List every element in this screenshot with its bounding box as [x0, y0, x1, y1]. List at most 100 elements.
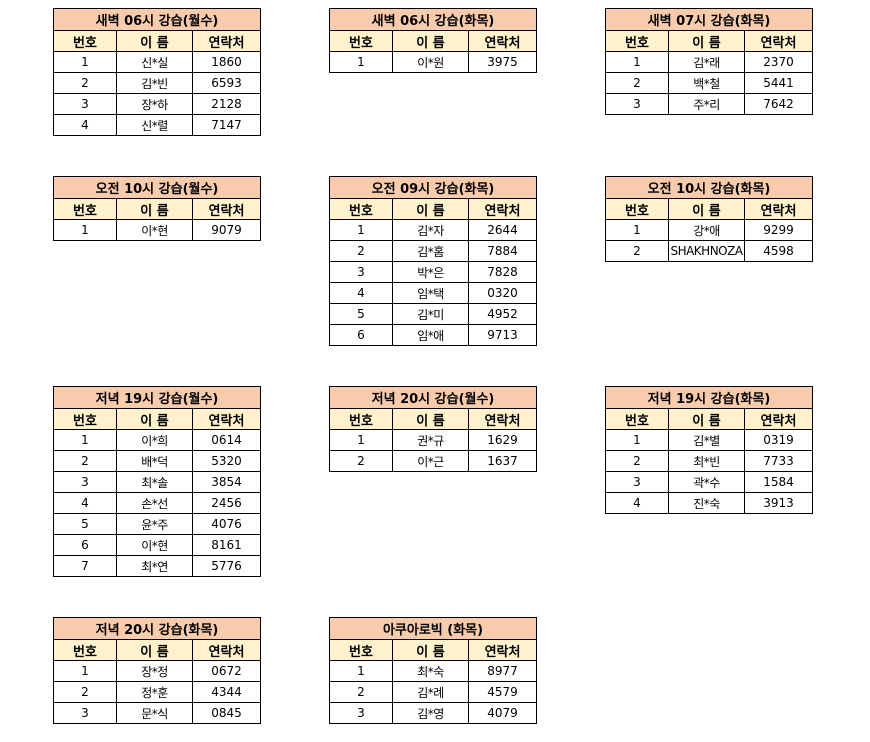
member-name: 이*현 [116, 219, 193, 241]
class-table: 새벽 06시 강습(월수) 번호 이 름 연락처 1 신*실 1860 2 김*빈 6593 3 장*… [53, 8, 261, 136]
member-name: 박*은 [392, 261, 469, 283]
row-number: 5 [329, 303, 393, 325]
column-header: 이 름 [116, 30, 193, 52]
row-number: 4 [53, 114, 117, 136]
row-number: 3 [329, 261, 393, 283]
column-header: 연락처 [744, 30, 813, 52]
contact-number: 5776 [192, 555, 261, 577]
member-name: SHAKHNOZA [668, 240, 745, 262]
row-number: 3 [53, 702, 117, 724]
table-row: 2 배*덕 5320 [53, 450, 261, 472]
member-name: 주*리 [668, 93, 745, 115]
contact-number: 1584 [744, 471, 813, 493]
contact-number: 2128 [192, 93, 261, 115]
contact-number: 3975 [468, 51, 537, 73]
table-row: 1 김*래 2370 [605, 51, 813, 73]
contact-number: 0845 [192, 702, 261, 724]
class-title: 저녁 19시 강습(월수) [53, 386, 261, 409]
column-header: 연락처 [467, 639, 538, 661]
column-header: 이 름 [116, 639, 193, 661]
row-number: 1 [53, 51, 117, 73]
member-name: 최*숙 [392, 660, 469, 682]
table-row: 7 최*연 5776 [53, 555, 261, 577]
column-header: 번호 [329, 639, 393, 661]
column-header: 연락처 [192, 639, 261, 661]
table-row: 1 강*애 9299 [605, 219, 813, 241]
table-row: 3 문*식 0845 [53, 702, 261, 724]
table-row: 4 신*렬 7147 [53, 114, 261, 136]
column-header: 이 름 [392, 30, 469, 52]
row-number: 2 [605, 240, 669, 262]
class-title: 오전 09시 강습(화목) [329, 176, 537, 199]
member-name: 문*식 [116, 702, 193, 724]
contact-number: 4076 [192, 513, 261, 535]
contact-number: 9079 [192, 219, 261, 241]
contact-number: 7642 [744, 93, 813, 115]
column-header: 이 름 [392, 639, 469, 661]
contact-number: 1629 [468, 429, 537, 451]
column-header: 번호 [605, 408, 669, 430]
table-row: 2 SHAKHNOZA 4598 [605, 240, 813, 262]
row-number: 1 [605, 51, 669, 73]
table-row: 1 최*숙 8977 [329, 660, 538, 682]
class-table: 저녁 19시 강습(월수) 번호 이 름 연락처 1 이*희 0614 2 배*덕 5320 3 최*… [53, 386, 261, 577]
row-number: 3 [605, 471, 669, 493]
member-name: 진*숙 [668, 492, 745, 514]
member-name: 김*례 [392, 681, 469, 703]
contact-number: 0319 [744, 429, 813, 451]
column-header: 번호 [329, 30, 393, 52]
table-row: 1 권*규 1629 [329, 429, 537, 451]
member-name: 장*정 [116, 660, 193, 682]
class-title: 새벽 07시 강습(화목) [605, 8, 813, 31]
row-number: 1 [329, 219, 393, 241]
row-number: 1 [605, 429, 669, 451]
member-name: 장*하 [116, 93, 193, 115]
table-row: 3 곽*수 1584 [605, 471, 813, 493]
member-name: 김*미 [392, 303, 469, 325]
table-row: 3 주*리 7642 [605, 93, 813, 115]
column-header: 이 름 [668, 408, 745, 430]
row-number: 2 [53, 72, 117, 94]
contact-number: 0614 [192, 429, 261, 451]
row-number: 2 [605, 72, 669, 94]
class-title: 저녁 20시 강습(월수) [329, 386, 537, 409]
contact-number: 8161 [192, 534, 261, 556]
table-row: 3 최*솔 3854 [53, 471, 261, 493]
row-number: 3 [605, 93, 669, 115]
member-name: 최*빈 [668, 450, 745, 472]
member-name: 이*원 [392, 51, 469, 73]
member-name: 이*근 [392, 450, 469, 472]
table-row: 1 김*자 2644 [329, 219, 537, 241]
row-number: 3 [329, 702, 393, 724]
member-name: 김*빈 [116, 72, 193, 94]
table-row: 3 김*영 4079 [329, 702, 538, 724]
member-name: 이*희 [116, 429, 193, 451]
class-table: 아쿠아로빅 (화목) 번호 이 름 연락처 1 최*숙 8977 2 김*례 4579 3 김*영 40… [328, 617, 538, 724]
row-number: 5 [53, 513, 117, 535]
contact-number: 4952 [468, 303, 537, 325]
contact-number: 5441 [744, 72, 813, 94]
class-title: 오전 10시 강습(화목) [605, 176, 813, 199]
table-row: 3 장*하 2128 [53, 93, 261, 115]
member-name: 김*래 [668, 51, 745, 73]
contact-number: 7828 [468, 261, 537, 283]
class-title: 저녁 20시 강습(화목) [53, 617, 261, 640]
table-row: 4 진*숙 3913 [605, 492, 813, 514]
row-number: 1 [53, 660, 117, 682]
table-row: 2 이*근 1637 [329, 450, 537, 472]
member-name: 김*자 [392, 219, 469, 241]
table-row: 5 김*미 4952 [329, 303, 537, 325]
table-row: 6 이*현 8161 [53, 534, 261, 556]
column-header: 번호 [605, 30, 669, 52]
table-row: 1 이*원 3975 [329, 51, 537, 73]
row-number: 2 [53, 450, 117, 472]
class-table: 새벽 06시 강습(화목) 번호 이 름 연락처 1 이*원 3975 [329, 8, 537, 73]
column-header: 이 름 [668, 30, 745, 52]
contact-number: 5320 [192, 450, 261, 472]
member-name: 손*선 [116, 492, 193, 514]
table-row: 3 박*은 7828 [329, 261, 537, 283]
contact-number: 4079 [467, 702, 538, 724]
contact-number: 7884 [468, 240, 537, 262]
contact-number: 4579 [467, 681, 538, 703]
contact-number: 7733 [744, 450, 813, 472]
